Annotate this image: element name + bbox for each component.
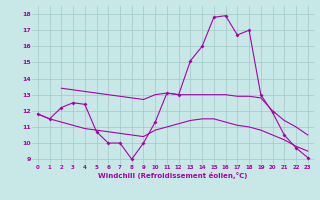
X-axis label: Windchill (Refroidissement éolien,°C): Windchill (Refroidissement éolien,°C) [98, 172, 247, 179]
